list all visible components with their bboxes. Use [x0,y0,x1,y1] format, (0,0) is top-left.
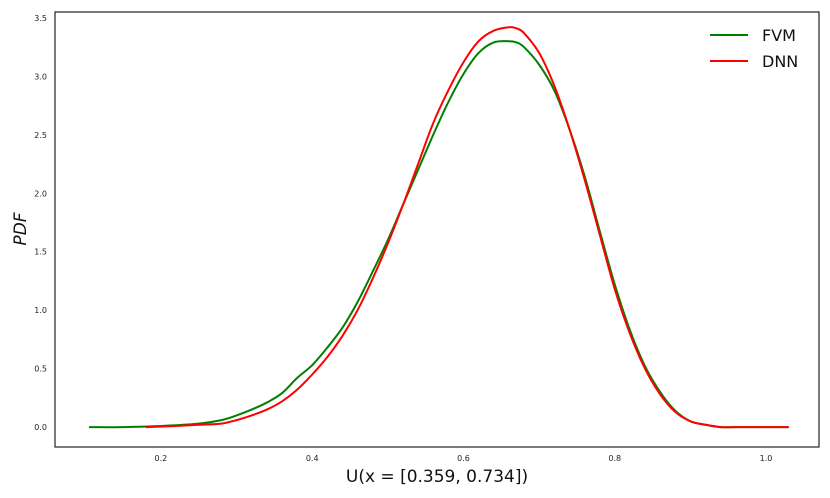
legend: FVM DNN [710,26,798,71]
y-tick-label: 1.0 [34,306,47,315]
y-tick-label: 1.5 [34,248,47,257]
y-tick-label: 0.5 [34,365,47,374]
tick-layer: 0.2 0.4 0.6 0.8 1.0 0.0 0.5 1.0 1.5 2.0 2.5 3.0 3.5 [34,14,772,463]
x-tick-label: 0.4 [306,454,319,463]
y-axis-label: PDF [11,212,31,245]
series-line-dnn [145,26,789,429]
x-tick-label: 1.0 [760,454,773,463]
y-tick-label: 2.5 [34,131,47,140]
x-tick-label: 0.6 [457,454,470,463]
x-tick-label: 0.2 [155,454,168,463]
y-tick-label: 3.5 [34,14,47,23]
plot-frame [54,11,820,448]
series-layer [89,26,789,429]
x-axis-label: U(x = [0.359, 0.734]) [346,467,528,487]
y-tick-label: 0.0 [34,423,47,432]
legend-label-dnn: DNN [762,52,798,71]
y-tick-label: 3.0 [34,72,47,81]
series-line-fvm [89,40,789,429]
x-tick-label: 0.8 [608,454,621,463]
y-tick-label: 2.0 [34,189,47,198]
legend-label-fvm: FVM [762,26,796,45]
